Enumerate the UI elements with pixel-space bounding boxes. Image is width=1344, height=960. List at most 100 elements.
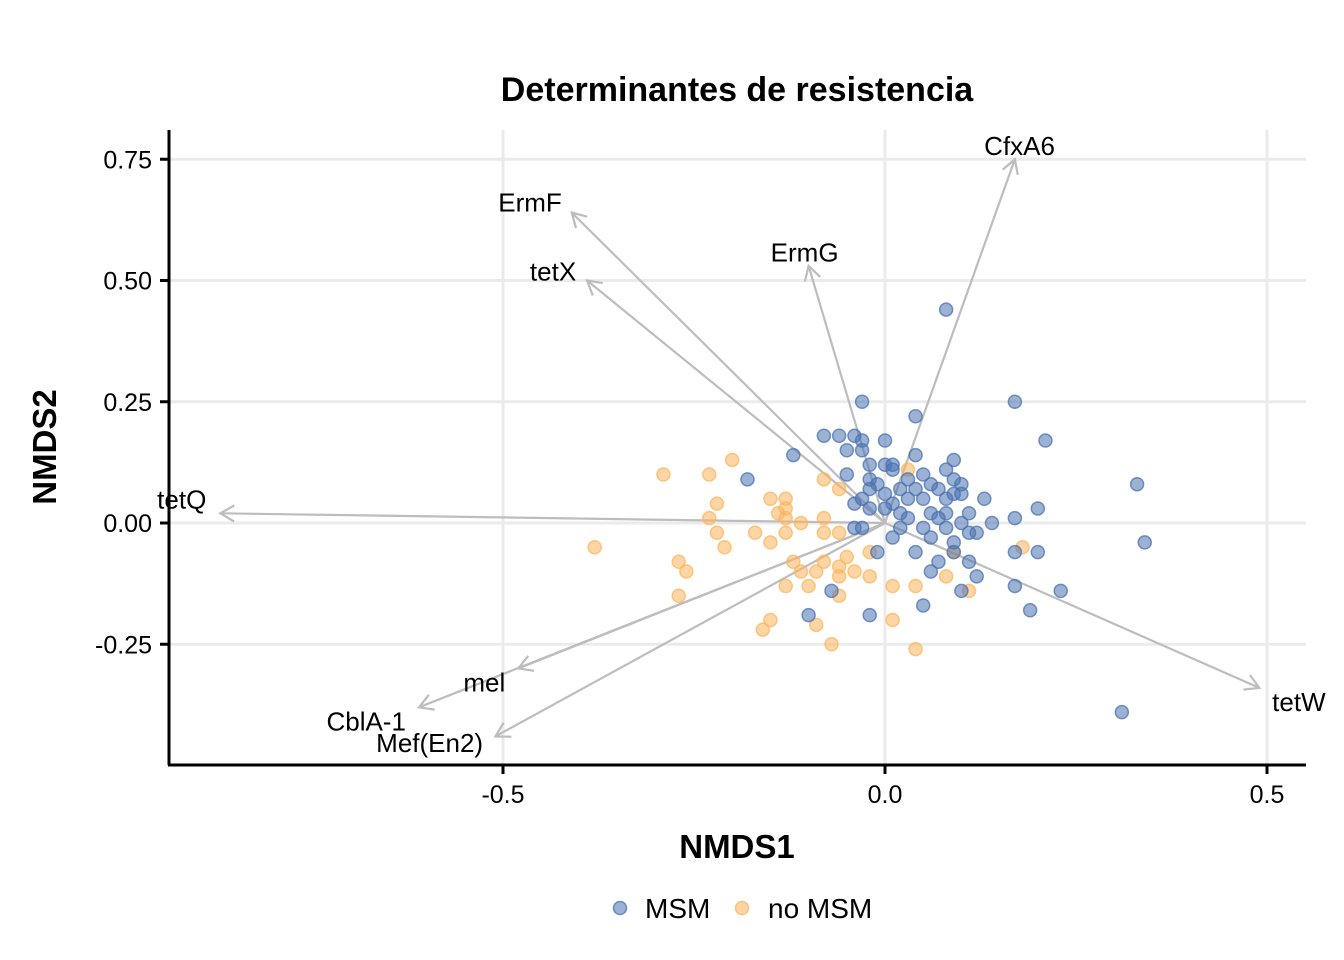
vector-mef(en2)-arrow (494, 522, 886, 738)
data-point (915, 520, 931, 536)
data-point (854, 443, 870, 458)
data-point (1137, 535, 1153, 550)
data-point (862, 457, 877, 473)
data-point (885, 530, 900, 545)
data-point (923, 530, 939, 545)
x-axis-ticks: -0.5 0.0 0.5 (481, 765, 1284, 809)
data-point (885, 612, 900, 628)
data-point (1030, 501, 1046, 516)
data-point (816, 510, 832, 526)
data-point (862, 607, 877, 623)
data-point (923, 564, 939, 579)
data-point (831, 525, 847, 540)
data-point (931, 554, 946, 570)
data-point (831, 481, 847, 497)
data-point (778, 578, 793, 594)
legend-label: MSM (645, 893, 710, 924)
data-point (931, 510, 946, 526)
data-point (1007, 394, 1023, 409)
data-point (763, 491, 778, 506)
data-point (1114, 704, 1130, 720)
data-point (862, 481, 877, 497)
data-point (946, 544, 962, 560)
y-axis-title: NMDS2 (26, 389, 63, 505)
data-point (724, 452, 740, 468)
data-point (786, 554, 801, 570)
vector-mel-arrow (517, 521, 886, 670)
data-point (908, 641, 923, 657)
data-point (793, 564, 809, 579)
x-tick-label: 0.5 (1250, 781, 1285, 809)
vector-label: CblA-1 (326, 706, 405, 736)
arrowhead (570, 211, 588, 229)
x-tick-label: 0.0 (868, 781, 903, 809)
data-point (808, 564, 824, 579)
data-point (671, 588, 686, 603)
data-point (900, 472, 916, 487)
data-point (847, 520, 862, 536)
arrowhead (493, 722, 512, 738)
data-point (915, 467, 931, 482)
arrowhead (218, 504, 235, 523)
vector-tetw-arrow (884, 521, 1260, 689)
data-point (946, 452, 962, 468)
data-point (893, 520, 908, 536)
data-point (977, 491, 992, 506)
data-point (709, 525, 725, 540)
legend-key (612, 900, 628, 916)
data-point (801, 607, 816, 623)
vector-label: CfxA6 (984, 131, 1055, 161)
data-point (1030, 544, 1046, 560)
data-point (763, 612, 778, 628)
data-point (893, 481, 908, 497)
data-point (908, 447, 923, 463)
data-point (938, 491, 954, 506)
y-tick-label: 0.50 (103, 268, 152, 296)
data-point (954, 583, 969, 599)
arrowhead (516, 655, 535, 672)
data-point (938, 302, 954, 317)
data-point (587, 540, 602, 555)
data-point (1022, 603, 1038, 618)
data-point (793, 515, 809, 531)
data-point (816, 472, 832, 487)
arrowhead (585, 279, 604, 296)
vector-label: ErmG (771, 238, 839, 268)
vector-label: tetX (530, 257, 576, 287)
data-point (900, 510, 916, 526)
vector-label: mel (463, 668, 505, 698)
data-point (717, 540, 732, 555)
data-point (854, 491, 870, 506)
data-point (839, 443, 855, 458)
data-point (839, 467, 855, 482)
data-point (938, 462, 954, 477)
data-point (1038, 433, 1053, 448)
x-tick-label: -0.5 (481, 781, 524, 809)
data-points (587, 302, 1153, 720)
vector-arrows (218, 157, 1262, 738)
data-point (702, 467, 717, 482)
data-point (908, 578, 923, 594)
data-point (931, 481, 946, 497)
y-axis-ticks: -0.25 0.00 0.25 0.50 0.75 (95, 146, 169, 659)
vector-label: ErmF (498, 188, 562, 218)
data-point (747, 525, 763, 540)
vector-label: Mef(En2) (376, 728, 483, 758)
data-point (831, 569, 847, 584)
data-point (808, 617, 824, 633)
data-point (954, 486, 969, 502)
data-point (877, 486, 893, 502)
data-point (755, 622, 771, 637)
data-point (1007, 510, 1023, 526)
data-point (984, 515, 1000, 531)
data-point (877, 433, 893, 448)
legend: MSM no MSM (612, 893, 872, 924)
data-point (824, 637, 839, 652)
data-point (915, 598, 931, 613)
data-point (961, 525, 977, 540)
data-point (900, 491, 916, 506)
data-point (862, 569, 877, 584)
x-axis-title: NMDS1 (679, 828, 795, 865)
data-point (816, 525, 832, 540)
